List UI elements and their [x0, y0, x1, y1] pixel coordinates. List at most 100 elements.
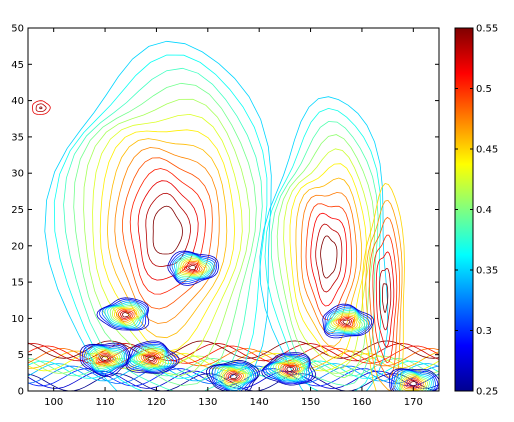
minimum-contour: [331, 312, 361, 331]
right-ridge-contour: [310, 212, 348, 307]
left-island-contour: [32, 100, 51, 115]
minimum-contour: [81, 344, 130, 376]
minimum-contour: [169, 251, 218, 285]
colorbar-tick-label: 0.35: [476, 266, 498, 277]
minimum-contour: [87, 346, 124, 371]
colorbar-tick-label: 0.3: [476, 326, 492, 337]
minimum-contour: [214, 364, 255, 391]
x-tick-label: 140: [250, 397, 269, 408]
minimum-contour: [396, 371, 432, 391]
main-peak-contour: [83, 98, 250, 377]
minimum-contour: [390, 368, 439, 391]
minimum-contour: [89, 347, 123, 370]
colorbar-tick-label: 0.45: [476, 145, 498, 156]
minimum-contour: [143, 353, 160, 364]
colorbar-tick-label: 0.25: [476, 387, 498, 398]
left-island-contour: [35, 103, 47, 112]
base-ridge-contour: [28, 363, 439, 382]
x-tick-label: 160: [352, 397, 371, 408]
x-tick-label: 150: [301, 397, 320, 408]
minimum-contour: [335, 315, 356, 329]
y-tick-label: 5: [18, 350, 24, 361]
main-peak-contour: [122, 157, 213, 310]
minimum-contour: [407, 379, 420, 388]
x-tick-label: 120: [147, 397, 166, 408]
left-island-contour: [39, 106, 43, 110]
colorbar-tick-label: 0.4: [476, 205, 492, 216]
main-peak-contour: [129, 168, 206, 295]
y-tick-label: 25: [11, 205, 24, 216]
minimum-contour: [265, 354, 311, 383]
main-peak-contour: [106, 138, 228, 339]
minimum-contour: [327, 309, 366, 334]
y-tick-label: 20: [11, 241, 24, 252]
minimum-contour: [222, 368, 246, 385]
minimum-contour: [337, 316, 354, 328]
minimum-contour: [101, 300, 147, 330]
minimum-contour: [92, 348, 121, 368]
minimum-contour: [340, 318, 353, 326]
colorbar-axis: 0.25 0.3 0.35 0.4 0.45 0.5 0.55: [455, 24, 498, 398]
minimum-contour: [275, 360, 305, 379]
minimum-contour: [392, 369, 436, 391]
minimum-contour: [127, 343, 175, 372]
minimum-contour: [113, 307, 138, 324]
minimum-contour: [85, 345, 126, 373]
minimum-contour: [333, 314, 358, 330]
minimum-contour: [277, 361, 303, 378]
minimum-contour: [171, 252, 216, 283]
y-tick-label: 50: [11, 24, 24, 35]
minimum-contour: [126, 342, 178, 373]
x-tick-label: 130: [198, 397, 217, 408]
base-ridge-contour: [28, 360, 439, 379]
minimum-contour: [267, 356, 309, 382]
minimum-contour: [179, 259, 206, 275]
minimum-contour: [286, 366, 294, 373]
minimum-contour: [329, 311, 363, 332]
right-ridge-contour: [264, 107, 382, 391]
minimum-contour: [272, 358, 306, 380]
main-peak-contour: [99, 129, 236, 353]
minimum-contour: [131, 346, 169, 370]
far-right-ridge-contour: [379, 267, 392, 331]
minimum-contour: [104, 301, 146, 329]
minimum-contour: [99, 298, 149, 331]
y-tick-label: 10: [11, 314, 24, 325]
minimum-contour: [402, 375, 427, 391]
minimum-contour: [107, 303, 144, 328]
main-peak-contour: [53, 54, 268, 391]
minimum-contour: [280, 363, 301, 377]
minimum-contour: [322, 303, 375, 339]
right-ridge-contour: [270, 121, 379, 386]
minimum-contour: [409, 381, 418, 387]
minimum-contour: [112, 306, 140, 325]
minimum-contour: [403, 376, 424, 390]
minimum-contour: [135, 348, 165, 367]
minimum-contour: [125, 340, 180, 374]
minimum-contour: [119, 310, 132, 319]
minimum-contour: [218, 366, 250, 388]
right-ridge-contour: [259, 96, 389, 391]
minimum-contour: [173, 253, 214, 281]
minimum-contour: [145, 354, 158, 363]
minimum-contour: [97, 353, 114, 364]
minimum-contour: [282, 364, 299, 375]
minimum-contour: [208, 361, 259, 391]
right-ridge-contour: [276, 134, 375, 379]
contour-lines: [28, 40, 439, 391]
minimum-contour: [129, 345, 172, 371]
far-right-ridge-contour: [372, 234, 398, 364]
minimum-contour: [94, 350, 119, 366]
x-axis: 100 110 120 130 140 150 160 170: [44, 28, 423, 408]
minimum-contour: [229, 373, 238, 379]
main-peak-contour: [152, 205, 183, 255]
y-tick-label: 45: [11, 60, 24, 71]
minimum-contour: [389, 368, 439, 391]
minimum-contour: [224, 369, 244, 384]
right-ridge-contour: [289, 163, 367, 359]
minimum-contour: [183, 262, 201, 273]
minimum-contour: [133, 347, 167, 368]
x-tick-label: 170: [404, 397, 423, 408]
base-ridge-contour: [28, 342, 439, 362]
